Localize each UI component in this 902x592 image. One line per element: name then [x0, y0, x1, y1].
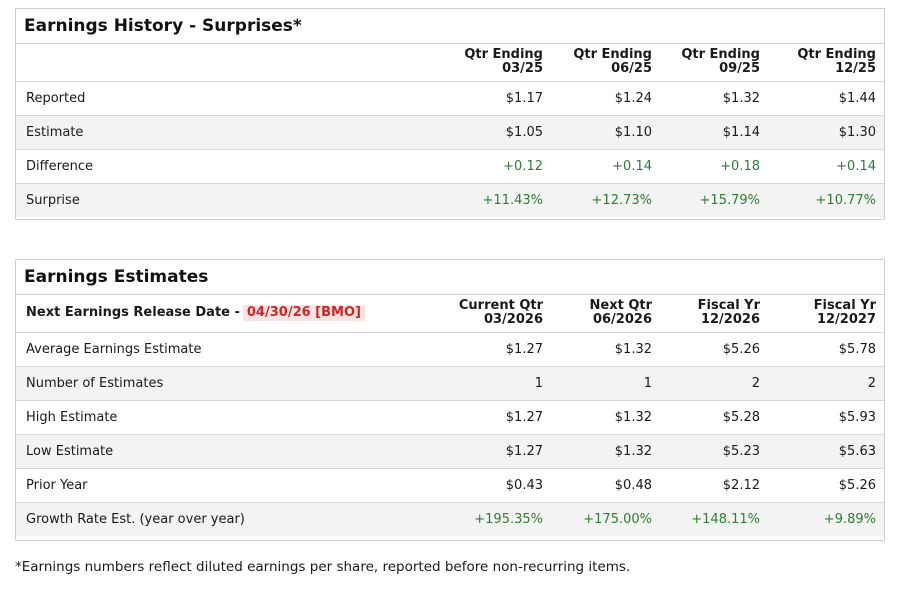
- table-row: Reported $1.17 $1.24 $1.32 $1.44: [16, 81, 884, 116]
- table-row: Average Earnings Estimate $1.27 $1.32 $5…: [16, 332, 884, 367]
- cell-value: $1.14: [660, 115, 768, 150]
- row-label: Number of Estimates: [16, 366, 443, 401]
- cell-value: 2: [768, 366, 884, 401]
- column-header-line2: 12/2027: [816, 312, 876, 328]
- release-date-header: Next Earnings Release Date -04/30/26 [BM…: [16, 295, 443, 333]
- column-header: Next Qtr 06/2026: [551, 295, 660, 333]
- column-header-line1: Fiscal Yr: [813, 298, 876, 314]
- cell-value: +195.35%: [443, 502, 551, 536]
- table-row: Surprise +11.43% +12.73% +15.79% +10.77%: [16, 183, 884, 217]
- column-header: Qtr Ending 03/25: [443, 44, 551, 82]
- column-header-line1: Current Qtr: [458, 298, 543, 314]
- earnings-history-title: Earnings History - Surprises*: [16, 9, 884, 44]
- column-header: Fiscal Yr 12/2026: [660, 295, 768, 333]
- table-row: Estimate $1.05 $1.10 $1.14 $1.30: [16, 115, 884, 150]
- cell-value: $1.32: [551, 434, 660, 469]
- column-header-line2: 06/2026: [592, 312, 652, 328]
- cell-value: $1.10: [551, 115, 660, 150]
- cell-value: $1.27: [443, 332, 551, 367]
- cell-value: +15.79%: [660, 183, 768, 217]
- row-label: Reported: [16, 81, 443, 116]
- cell-value: 1: [551, 366, 660, 401]
- table-row: Difference +0.12 +0.14 +0.18 +0.14: [16, 149, 884, 184]
- cell-value: $1.32: [660, 81, 768, 116]
- cell-value: +175.00%: [551, 502, 660, 536]
- cell-value: $5.63: [768, 434, 884, 469]
- cell-value: $1.32: [551, 400, 660, 435]
- column-header-line2: 06/25: [611, 61, 652, 77]
- row-label: Difference: [16, 149, 443, 184]
- column-header-line2: 12/25: [835, 61, 876, 77]
- column-header-line1: Qtr Ending: [464, 47, 543, 63]
- cell-value: $5.26: [660, 332, 768, 367]
- column-header: Qtr Ending 12/25: [768, 44, 884, 82]
- table-row: Number of Estimates 1 1 2 2: [16, 366, 884, 401]
- earnings-estimates-title: Earnings Estimates: [16, 260, 884, 295]
- table-header-row: Next Earnings Release Date -04/30/26 [BM…: [16, 295, 884, 333]
- column-header: Current Qtr 03/2026: [443, 295, 551, 333]
- table-row: Prior Year $0.43 $0.48 $2.12 $5.26: [16, 468, 884, 503]
- cell-value: +0.18: [660, 149, 768, 184]
- cell-value: +10.77%: [768, 183, 884, 217]
- earnings-history-panel: Earnings History - Surprises* Qtr Ending…: [15, 8, 885, 220]
- column-header-line1: Qtr Ending: [797, 47, 876, 63]
- row-label: Estimate: [16, 115, 443, 150]
- cell-value: +0.14: [551, 149, 660, 184]
- column-header-line2: 09/25: [719, 61, 760, 77]
- cell-value: $1.24: [551, 81, 660, 116]
- cell-value: $5.28: [660, 400, 768, 435]
- column-header-line1: Next Qtr: [589, 298, 653, 314]
- column-header-line1: Qtr Ending: [681, 47, 760, 63]
- column-header-line2: 12/2026: [700, 312, 760, 328]
- cell-value: $1.17: [443, 81, 551, 116]
- column-header-line2: 03/25: [502, 61, 543, 77]
- column-header: Qtr Ending 06/25: [551, 44, 660, 82]
- cell-value: +12.73%: [551, 183, 660, 217]
- row-label: High Estimate: [16, 400, 443, 435]
- cell-value: $2.12: [660, 468, 768, 503]
- cell-value: $1.27: [443, 434, 551, 469]
- cell-value: $0.43: [443, 468, 551, 503]
- earnings-history-table: Qtr Ending 03/25 Qtr Ending 06/25 Qtr Endi…: [16, 44, 884, 217]
- cell-value: $5.23: [660, 434, 768, 469]
- release-date-label: Next Earnings Release Date -: [26, 305, 240, 321]
- table-row: Growth Rate Est. (year over year) +195.3…: [16, 502, 884, 536]
- cell-value: $1.05: [443, 115, 551, 150]
- row-label: Growth Rate Est. (year over year): [16, 502, 443, 536]
- cell-value: $0.48: [551, 468, 660, 503]
- column-header: Fiscal Yr 12/2027: [768, 295, 884, 333]
- row-label: Surprise: [16, 183, 443, 217]
- column-header-line1: Fiscal Yr: [697, 298, 760, 314]
- cell-value: +0.14: [768, 149, 884, 184]
- cell-value: $1.30: [768, 115, 884, 150]
- column-header-line2: 03/2026: [483, 312, 543, 328]
- earnings-estimates-table: Next Earnings Release Date -04/30/26 [BM…: [16, 295, 884, 536]
- footnote: *Earnings numbers reflect diluted earnin…: [15, 559, 631, 575]
- cell-value: $1.44: [768, 81, 884, 116]
- release-date-badge: 04/30/26 [BMO]: [242, 305, 365, 322]
- cell-value: 1: [443, 366, 551, 401]
- row-label: Average Earnings Estimate: [16, 332, 443, 367]
- header-blank: [16, 44, 443, 82]
- row-label: Low Estimate: [16, 434, 443, 469]
- cell-value: +0.12: [443, 149, 551, 184]
- table-row: High Estimate $1.27 $1.32 $5.28 $5.93: [16, 400, 884, 435]
- cell-value: +9.89%: [768, 502, 884, 536]
- cell-value: $5.93: [768, 400, 884, 435]
- row-label: Prior Year: [16, 468, 443, 503]
- cell-value: $5.78: [768, 332, 884, 367]
- column-header-line1: Qtr Ending: [573, 47, 652, 63]
- cell-value: 2: [660, 366, 768, 401]
- earnings-estimates-panel: Earnings Estimates Next Earnings Release…: [15, 259, 885, 541]
- table-row: Low Estimate $1.27 $1.32 $5.23 $5.63: [16, 434, 884, 469]
- cell-value: +148.11%: [660, 502, 768, 536]
- table-header-row: Qtr Ending 03/25 Qtr Ending 06/25 Qtr Endi…: [16, 44, 884, 82]
- cell-value: $1.27: [443, 400, 551, 435]
- cell-value: $1.32: [551, 332, 660, 367]
- cell-value: $5.26: [768, 468, 884, 503]
- cell-value: +11.43%: [443, 183, 551, 217]
- column-header: Qtr Ending 09/25: [660, 44, 768, 82]
